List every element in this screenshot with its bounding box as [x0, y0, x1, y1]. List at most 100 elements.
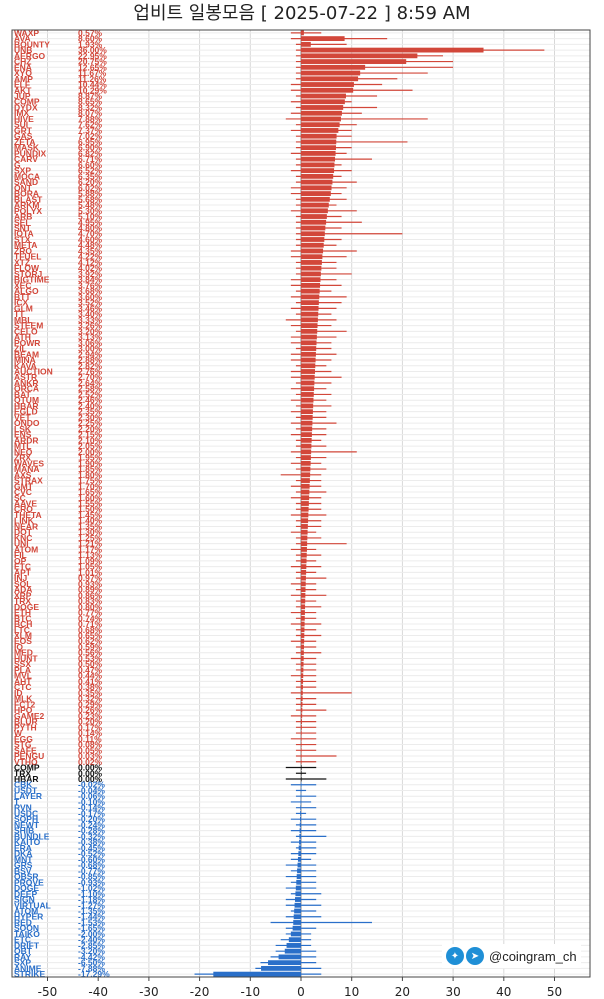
coin-label: META — [14, 240, 37, 250]
change-bar — [301, 409, 313, 415]
change-bar — [213, 971, 301, 977]
coin-label: BLAST — [14, 194, 43, 204]
change-bar — [301, 437, 312, 443]
coin-label: ETH — [14, 608, 31, 618]
change-bar — [301, 397, 314, 403]
coin-label: XLM — [14, 631, 32, 641]
coin-label: BAT — [14, 389, 32, 399]
change-label: 0.80% — [78, 602, 103, 612]
change-bar — [301, 168, 335, 174]
change-label: 0.38% — [78, 682, 103, 692]
coin-label: ERA — [14, 843, 32, 853]
change-bar — [301, 587, 306, 593]
change-label: 0.83% — [78, 596, 103, 606]
change-label: 4.95% — [78, 217, 103, 227]
coin-label: STEEM — [14, 321, 43, 331]
change-bar — [301, 139, 337, 145]
change-label: 1.40% — [78, 516, 103, 526]
change-label: 1.75% — [78, 476, 103, 486]
coin-label: ANKR — [14, 378, 39, 388]
change-bar — [301, 759, 302, 765]
tick-layer: -50 -40 -30 -20 -10 0 10 20 30 40 50 — [38, 977, 562, 999]
change-bar — [292, 925, 301, 931]
change-label: 3.20% — [78, 326, 103, 336]
coin-label: TAIKO — [14, 929, 40, 939]
x-tick-label: -20 — [190, 985, 210, 999]
coin-label: BEAM — [14, 349, 39, 359]
change-label: -17.29% — [78, 969, 110, 979]
change-bar — [301, 719, 303, 725]
coin-label: T — [14, 797, 20, 807]
change-label: 4.80% — [78, 223, 103, 233]
coin-label: CVC — [14, 487, 32, 497]
coin-label: DOT — [14, 527, 33, 537]
coin-label: MNT — [14, 854, 33, 864]
coin-label: CELO — [14, 326, 38, 336]
brand-watermark: ✦ ➤ @coingram_ch — [442, 944, 581, 968]
coin-label: SEI — [14, 217, 28, 227]
coin-label: ICX — [14, 298, 29, 308]
change-label: 0.56% — [78, 648, 103, 658]
coin-label: HBAR — [14, 401, 39, 411]
coin-label: ZIL — [14, 344, 27, 354]
change-bar — [301, 271, 321, 277]
change-label: 0.32% — [78, 694, 103, 704]
change-label: 7.02% — [78, 131, 103, 141]
change-label: 3.40% — [78, 309, 103, 319]
change-label: 3.33% — [78, 315, 103, 325]
change-label: 0.00% — [78, 763, 103, 773]
change-bar — [301, 575, 306, 581]
change-label: -1.10% — [78, 889, 105, 899]
coin-label: DYDX — [14, 102, 38, 112]
change-label: 6.02% — [78, 183, 103, 193]
change-label: 4.12% — [78, 257, 103, 267]
coin-label: ONT — [14, 183, 33, 193]
change-label: 2.25% — [78, 418, 103, 428]
change-label: 0.77% — [78, 608, 103, 618]
change-bar — [301, 501, 309, 506]
telegram-icon: ➤ — [466, 947, 484, 965]
coin-label: ORCA — [14, 384, 39, 394]
change-label: 3.76% — [78, 280, 103, 290]
change-label: -2.40% — [78, 935, 105, 945]
change-label: -0.93% — [78, 877, 105, 887]
coin-label: PENGU — [14, 751, 44, 761]
change-label: 3.92% — [78, 269, 103, 279]
coin-label: XTZ — [14, 257, 30, 267]
change-bar — [301, 707, 303, 713]
change-label: -0.38% — [78, 837, 105, 847]
change-bar — [301, 765, 302, 770]
change-bar — [301, 225, 326, 231]
change-label: -4.42% — [78, 952, 105, 962]
change-label: 8.07% — [78, 108, 103, 118]
coin-label: GAME2 — [14, 711, 45, 721]
change-bar — [300, 782, 302, 788]
change-label: -1.65% — [78, 923, 105, 933]
change-bar — [301, 776, 302, 782]
change-bar — [301, 99, 345, 105]
change-label: -0.28% — [78, 826, 105, 836]
change-label: 2.30% — [78, 412, 103, 422]
coin-label: OBT — [14, 946, 33, 956]
change-label: 0.86% — [78, 590, 103, 600]
brand-handle: @coingram_ch — [489, 948, 577, 964]
coin-label: SAFE — [14, 745, 37, 755]
coin-label: ALGO — [14, 286, 39, 296]
change-label: 2.46% — [78, 395, 103, 405]
change-label: 2.20% — [78, 424, 103, 434]
coin-label: IQ — [14, 642, 23, 652]
change-bar — [301, 569, 307, 575]
change-bar — [295, 891, 301, 897]
change-bar — [301, 133, 337, 139]
change-bar — [301, 87, 354, 93]
change-bar — [299, 833, 301, 839]
coin-label: DKA — [14, 849, 32, 859]
coin-label: AERGO — [14, 51, 46, 61]
coin-label: FIL — [14, 550, 27, 560]
change-label: 1.09% — [78, 556, 103, 566]
coin-label: XRP — [14, 590, 32, 600]
change-label: 1.45% — [78, 510, 103, 520]
change-label: 22.95% — [78, 51, 107, 61]
coin-label: IOTA — [14, 229, 34, 239]
change-label: 0.57% — [78, 28, 103, 38]
